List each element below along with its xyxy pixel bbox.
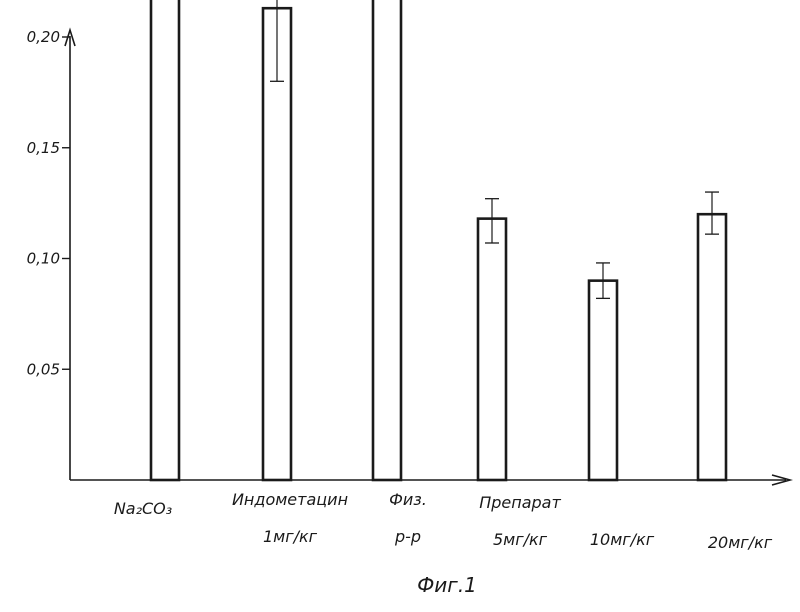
y-tick-label: 0,05	[27, 360, 60, 378]
bar	[478, 219, 506, 480]
axes	[65, 30, 790, 485]
bar	[373, 0, 401, 480]
x-tick-label: Na₂CO₃	[114, 499, 172, 518]
x-category-label: Индометацин 1мг/кг	[232, 490, 348, 546]
x-tick-label: Индометацин	[232, 490, 348, 509]
y-tick-label: 0,20	[27, 28, 60, 46]
x-category-label: Препарат 5мг/кг	[479, 493, 561, 549]
x-tick-label: 10мг/кг	[590, 530, 655, 549]
y-tick-label: 0,10	[27, 250, 60, 268]
error-bars	[158, 0, 719, 298]
x-axis-labels: Na₂CO₃ Индометацин 1мг/кг Физ. р-р Препарат 5м…	[114, 490, 773, 552]
x-tick-label: 1мг/кг	[263, 527, 318, 546]
figure-caption: Фиг.1	[417, 573, 477, 597]
x-tick-label: Препарат	[479, 493, 561, 512]
x-category-label: Физ. р-р	[389, 490, 427, 546]
bar	[698, 214, 726, 480]
x-category-label: Na₂CO₃	[114, 499, 172, 518]
bar	[589, 281, 617, 480]
bars	[151, 0, 726, 480]
x-tick-label: р-р	[394, 527, 421, 546]
x-tick-label: 20мг/кг	[708, 533, 773, 552]
x-category-label: 10мг/кг	[590, 530, 655, 549]
x-category-label: 20мг/кг	[708, 533, 773, 552]
x-tick-label: 5мг/кг	[493, 530, 548, 549]
x-tick-label: Физ.	[389, 490, 427, 509]
y-axis-ticks: 0,050,100,150,200,250,300,35	[27, 0, 70, 378]
bar	[151, 0, 179, 480]
y-tick-label: 0,15	[27, 139, 60, 157]
